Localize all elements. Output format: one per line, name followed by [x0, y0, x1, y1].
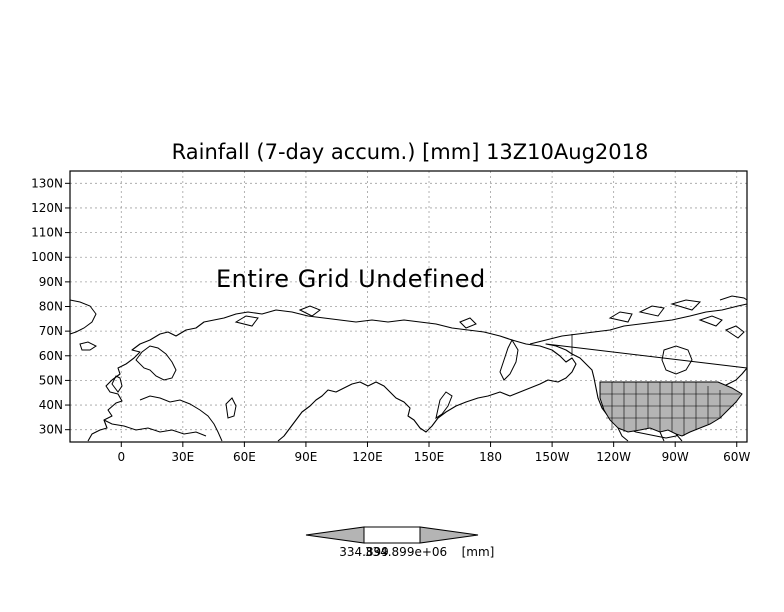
y-axis-labels: 30N 40N 50N 60N 70N 80N 90N 100N 110N 120N 130N	[31, 176, 70, 437]
y-tick-label: 50N	[39, 373, 63, 387]
shaded-region-conus	[599, 381, 743, 437]
y-tick-label: 30N	[39, 423, 63, 437]
coastline-hudson-bay	[661, 345, 693, 375]
coastline-iceland	[79, 341, 97, 351]
coastline-greenland-west	[69, 299, 97, 335]
y-tick-label: 40N	[39, 398, 63, 412]
coastline-caspian	[225, 397, 237, 419]
colorbar-middle-box	[363, 526, 421, 544]
coastline-scandinavia	[135, 345, 177, 381]
x-tick-label: 60E	[233, 450, 256, 464]
state-boundaries	[600, 382, 740, 436]
y-tick-label: 80N	[39, 300, 63, 314]
y-tick-label: 70N	[39, 324, 63, 338]
colorbar-left-label: 334.899	[339, 545, 389, 559]
coastline-mediterranean	[103, 419, 207, 437]
colorbar-right-label: 334.899e+06	[365, 545, 447, 559]
coastline-mexico	[617, 427, 683, 442]
y-tick-label: 90N	[39, 275, 63, 289]
coastline-kamchatka	[499, 338, 519, 381]
coastline-greenland-east	[719, 295, 748, 301]
coastlines	[69, 295, 748, 442]
x-tick-label: 180	[479, 450, 502, 464]
y-tick-label: 60N	[39, 349, 63, 363]
undefined-grid-message: Entire Grid Undefined	[216, 265, 486, 293]
x-axis-labels: 0 30E 60E 90E 120E 150E 180 150W 120W 90W 60W	[117, 442, 750, 464]
x-tick-label: 150E	[414, 450, 445, 464]
colorbar-left-triangle	[305, 526, 365, 544]
map-title: Rainfall (7-day accum.) [mm] 13Z10Aug201…	[172, 140, 649, 164]
coastline-arctic-islands	[234, 305, 477, 329]
x-tick-label: 90E	[294, 450, 317, 464]
coastline-europe-inner	[139, 395, 223, 442]
y-tick-label: 110N	[31, 226, 63, 240]
x-tick-label: 60W	[723, 450, 750, 464]
y-tick-label: 120N	[31, 201, 63, 215]
colorbar-units-label: [mm]	[462, 545, 495, 559]
coastline-japan	[435, 391, 453, 420]
colorbar: 334.899 334.899e+06 [mm]	[305, 526, 495, 559]
colorbar-right-triangle	[419, 526, 479, 544]
x-tick-label: 120W	[596, 450, 631, 464]
coastline-canadian-arctic	[608, 299, 745, 339]
x-tick-label: 90W	[662, 450, 689, 464]
x-tick-label: 30E	[171, 450, 194, 464]
y-tick-label: 130N	[31, 176, 63, 190]
x-tick-label: 120E	[352, 450, 383, 464]
coastline-uk	[111, 375, 123, 393]
x-tick-label: 150W	[535, 450, 570, 464]
x-tick-label: 0	[117, 450, 125, 464]
y-tick-label: 100N	[31, 250, 63, 264]
map-plot-area	[69, 171, 748, 442]
